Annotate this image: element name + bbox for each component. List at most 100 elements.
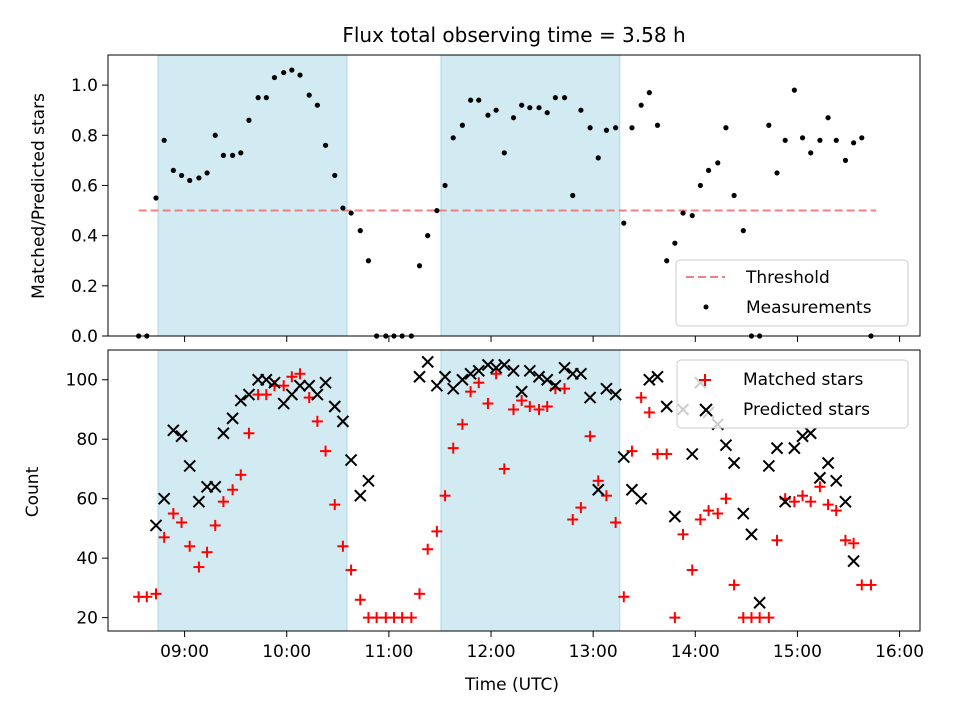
- predicted-star-point: [498, 358, 511, 372]
- predicted-star-point: [770, 441, 784, 455]
- predicted-star-point: [293, 379, 307, 392]
- measurement-point: [782, 137, 788, 143]
- matched-star-point: [856, 579, 868, 591]
- measurement-point: [808, 150, 814, 156]
- measurement-point: [629, 125, 635, 131]
- predicted-star-point: [813, 471, 827, 485]
- bottom-legend: Matched stars Predicted stars: [676, 359, 909, 429]
- bottom-y-axis-label: Count: [23, 466, 43, 517]
- matched-star-point: [771, 534, 783, 546]
- predicted-star-point: [319, 376, 332, 389]
- predicted-star-point: [209, 480, 222, 493]
- measurement-point: [774, 170, 780, 176]
- measurement-point: [621, 220, 627, 226]
- predicted-star-point: [821, 456, 835, 470]
- matched-star-point: [482, 398, 494, 410]
- matched-star-point: [303, 392, 315, 404]
- predicted-star-point: [413, 370, 426, 383]
- x-axis-label: Time (UTC): [464, 675, 559, 695]
- matched-star-point: [490, 368, 502, 380]
- measurement-point: [561, 95, 568, 101]
- matched-star-point: [822, 499, 834, 511]
- matched-star-point: [694, 513, 706, 525]
- predicted-stars-points: [149, 355, 860, 609]
- predicted-star-point: [472, 364, 485, 378]
- measurement-point: [715, 160, 721, 166]
- measurement-point: [672, 240, 678, 246]
- matched-star-point: [661, 448, 673, 460]
- measurement-point: [664, 258, 670, 264]
- measurement-point: [552, 95, 558, 101]
- matched-star-point: [848, 537, 860, 549]
- matched-star-point: [176, 516, 188, 528]
- measurements-legend-label: Measurements: [746, 298, 872, 318]
- predicted-star-point: [592, 483, 605, 496]
- matched-star-point: [150, 588, 162, 600]
- matched-star-point: [788, 496, 800, 508]
- top-shaded-interval: [440, 54, 621, 337]
- matched-star-point: [447, 442, 459, 454]
- top-shaded-intervals: [157, 54, 621, 337]
- measurement-point: [697, 182, 704, 189]
- measurement-point: [178, 172, 185, 179]
- measurement-point: [654, 122, 661, 128]
- predicted-star-point: [558, 361, 571, 375]
- matched-star-point: [345, 564, 357, 576]
- predicted-star-point: [489, 361, 503, 375]
- measurement-point: [212, 132, 218, 138]
- predicted-star-point: [532, 370, 546, 383]
- measurement-point: [817, 137, 823, 143]
- bottom-y-tick-label: 60: [76, 490, 98, 510]
- predicted-star-point: [651, 370, 664, 383]
- matched-star-point: [371, 612, 383, 624]
- measurements-legend-marker: [703, 304, 709, 310]
- measurement-point: [833, 137, 839, 143]
- matched-star-point: [141, 591, 153, 603]
- measurement-point: [740, 228, 746, 234]
- matched-star-point: [209, 519, 221, 531]
- matched-star-point: [728, 579, 740, 591]
- measurement-point: [799, 135, 806, 141]
- predicted-star-point: [456, 373, 469, 386]
- measurement-point: [289, 67, 295, 73]
- predicted-star-point: [839, 495, 852, 508]
- predicted-star-point: [634, 492, 648, 505]
- top-legend-box: [675, 259, 909, 327]
- measurement-point: [766, 122, 772, 128]
- top-x-ticks: [184, 336, 901, 342]
- measurement-point: [425, 233, 431, 239]
- matched-star-point: [652, 448, 664, 460]
- predicted-star-point: [421, 355, 434, 369]
- measurement-point: [510, 115, 517, 121]
- predicted-star-point: [804, 427, 817, 440]
- measurement-point: [263, 95, 269, 101]
- measurement-point: [271, 74, 278, 81]
- predicted-legend-marker: [699, 403, 713, 417]
- predicted-star-point: [234, 394, 247, 407]
- bottom-x-tick-label: 15:00: [773, 642, 822, 662]
- bottom-x-tick-label: 16:00: [875, 642, 924, 662]
- measurement-point: [204, 170, 210, 176]
- matched-star-point: [439, 490, 451, 502]
- matched-star-point: [507, 403, 519, 415]
- measurement-point: [544, 110, 550, 116]
- measurement-point: [467, 97, 474, 103]
- measurement-point: [638, 102, 644, 108]
- matched-star-point: [567, 513, 579, 525]
- measurement-point: [450, 135, 456, 141]
- matched-star-point: [354, 594, 366, 606]
- measurement-point: [365, 258, 372, 264]
- predicted-star-point: [574, 367, 588, 380]
- matched-legend-label: Matched stars: [743, 370, 863, 390]
- matched-legend-marker: [699, 374, 711, 386]
- measurement-points: [136, 67, 874, 339]
- matched-star-point: [193, 561, 205, 573]
- top-shaded-interval: [157, 54, 348, 337]
- matched-star-point: [243, 427, 255, 439]
- predicted-star-point: [268, 376, 281, 389]
- bottom-y-tick-label: 100: [66, 371, 98, 391]
- top-y-tick-label: 0.6: [71, 176, 98, 196]
- predicted-star-point: [507, 364, 520, 378]
- matched-star-point: [465, 386, 477, 398]
